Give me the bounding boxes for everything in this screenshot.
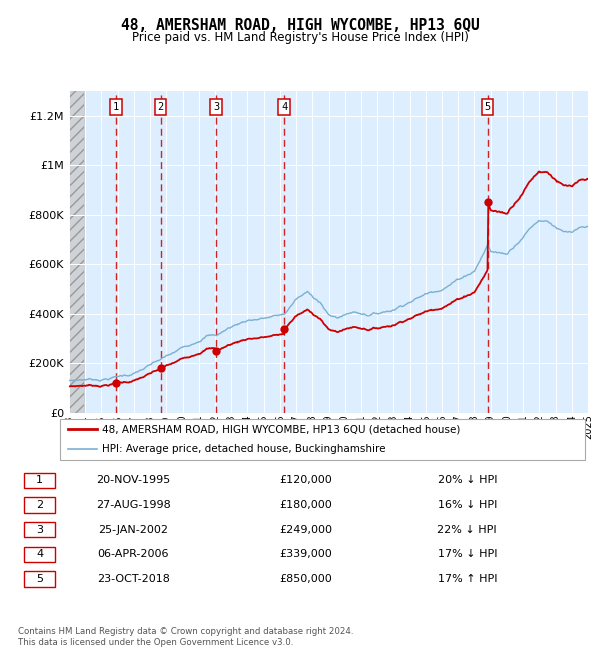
- Text: 27-AUG-1998: 27-AUG-1998: [96, 500, 170, 510]
- Text: 06-APR-2006: 06-APR-2006: [97, 549, 169, 560]
- Text: £339,000: £339,000: [280, 549, 332, 560]
- Text: 22% ↓ HPI: 22% ↓ HPI: [437, 525, 497, 535]
- Text: 3: 3: [213, 102, 219, 112]
- Text: Price paid vs. HM Land Registry's House Price Index (HPI): Price paid vs. HM Land Registry's House …: [131, 31, 469, 44]
- Bar: [69, 91, 83, 413]
- Text: 16% ↓ HPI: 16% ↓ HPI: [437, 500, 497, 510]
- Text: HPI: Average price, detached house, Buckinghamshire: HPI: Average price, detached house, Buck…: [102, 444, 386, 454]
- Text: 17% ↑ HPI: 17% ↑ HPI: [437, 574, 497, 584]
- Text: 3: 3: [36, 525, 43, 535]
- Text: £120,000: £120,000: [280, 475, 332, 486]
- Text: 4: 4: [281, 102, 287, 112]
- Text: £249,000: £249,000: [280, 525, 332, 535]
- Text: £180,000: £180,000: [280, 500, 332, 510]
- Bar: [24, 547, 55, 562]
- Text: 20% ↓ HPI: 20% ↓ HPI: [437, 475, 497, 486]
- Text: 1: 1: [113, 102, 119, 112]
- Text: 20-NOV-1995: 20-NOV-1995: [96, 475, 170, 486]
- Bar: [69, 91, 83, 413]
- Text: £850,000: £850,000: [280, 574, 332, 584]
- Text: 4: 4: [36, 549, 43, 560]
- Bar: [24, 522, 55, 538]
- Text: Contains HM Land Registry data © Crown copyright and database right 2024.
This d: Contains HM Land Registry data © Crown c…: [18, 627, 353, 647]
- Text: 2: 2: [36, 500, 43, 510]
- Bar: [24, 571, 55, 587]
- Text: 5: 5: [36, 574, 43, 584]
- Text: 48, AMERSHAM ROAD, HIGH WYCOMBE, HP13 6QU (detached house): 48, AMERSHAM ROAD, HIGH WYCOMBE, HP13 6Q…: [102, 424, 461, 434]
- FancyBboxPatch shape: [59, 419, 586, 460]
- Bar: [24, 473, 55, 488]
- Text: 1: 1: [36, 475, 43, 486]
- Text: 25-JAN-2002: 25-JAN-2002: [98, 525, 168, 535]
- Text: 5: 5: [485, 102, 491, 112]
- Text: 17% ↓ HPI: 17% ↓ HPI: [437, 549, 497, 560]
- Bar: [24, 497, 55, 513]
- Text: 48, AMERSHAM ROAD, HIGH WYCOMBE, HP13 6QU: 48, AMERSHAM ROAD, HIGH WYCOMBE, HP13 6Q…: [121, 18, 479, 32]
- Text: 2: 2: [158, 102, 164, 112]
- Text: 23-OCT-2018: 23-OCT-2018: [97, 574, 170, 584]
